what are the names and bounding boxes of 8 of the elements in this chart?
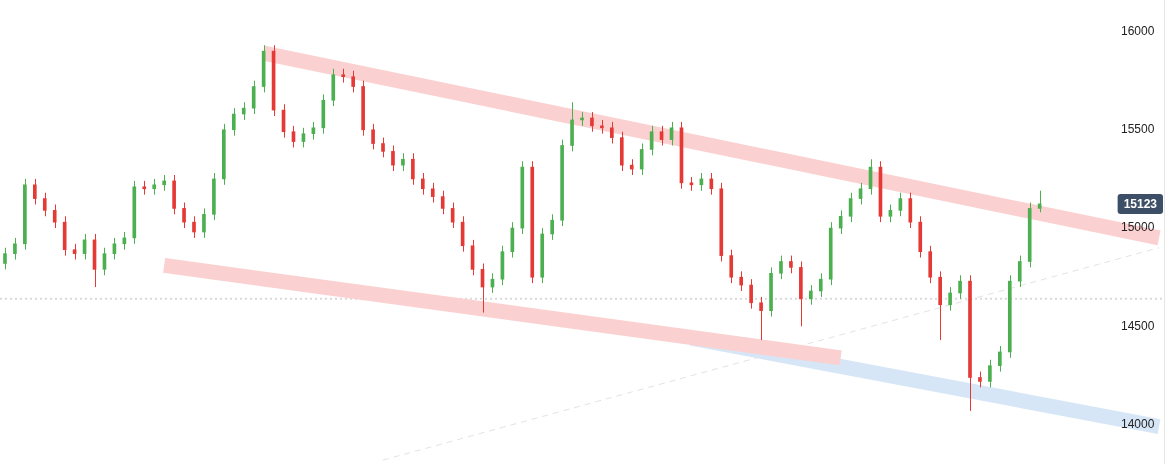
y-tick-label: 14000 [1121, 416, 1155, 431]
y-tick-label: 14500 [1121, 318, 1155, 333]
candlestick [142, 180, 147, 196]
candlestick [341, 68, 346, 84]
y-tick-label: 15500 [1121, 122, 1155, 137]
y-tick-label: 15000 [1121, 220, 1155, 235]
y-tick-label: 16000 [1121, 23, 1155, 38]
annotation: 15123 [1123, 197, 1158, 212]
